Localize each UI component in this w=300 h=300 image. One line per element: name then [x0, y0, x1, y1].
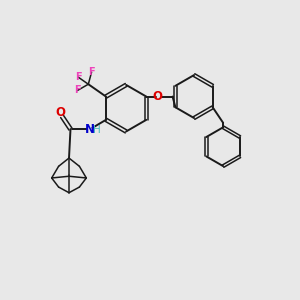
Text: O: O: [153, 90, 163, 103]
Text: F: F: [75, 72, 81, 82]
Text: N: N: [85, 123, 95, 136]
Text: F: F: [74, 85, 81, 95]
Text: F: F: [88, 67, 95, 77]
Text: H: H: [93, 125, 101, 135]
Text: O: O: [56, 106, 66, 119]
